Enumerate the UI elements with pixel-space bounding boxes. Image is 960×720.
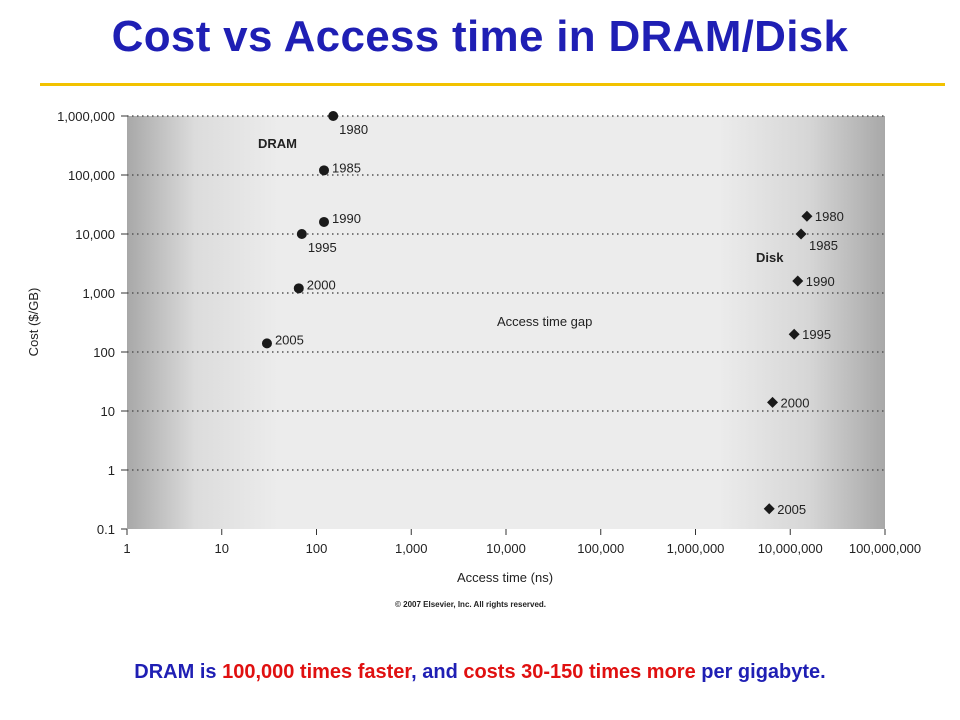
cost-access-chart: 1 10 100 1,000 10,000 100,000 1,000,000 10,000,…	[26, 109, 921, 609]
y-tick-label: 10	[101, 404, 115, 419]
y-tick-label: 1	[108, 463, 115, 478]
caption-part-2: 100,000 times faster	[222, 661, 412, 683]
dram-year-label: 2000	[307, 277, 336, 292]
disk-year-label: 1980	[815, 209, 844, 224]
caption: DRAM is 100,000 times faster, and costs …	[0, 661, 960, 684]
dram-point-1980	[328, 111, 339, 121]
x-axis-label: Access time (ns)	[457, 570, 553, 585]
y-tick-label: 100	[93, 345, 115, 360]
dram-year-label: 2005	[275, 332, 304, 347]
disk-year-label: 1985	[809, 238, 838, 253]
title-divider	[40, 83, 945, 86]
y-tick-label: 10,000	[75, 227, 115, 242]
x-tick-label: 1,000	[395, 541, 428, 556]
disk-point-1985	[795, 228, 807, 240]
caption-part-4: costs 30-150 times more	[463, 661, 696, 683]
caption-part-1: DRAM is	[134, 661, 223, 683]
access-time-gap-label: Access time gap	[497, 314, 592, 329]
y-tick-label: 1,000,000	[57, 109, 115, 124]
caption-part-3: , and	[411, 661, 464, 683]
x-tick-label: 1	[123, 541, 130, 556]
slide-title: Cost vs Access time in DRAM/Disk	[111, 12, 849, 61]
disk-series-label: Disk	[756, 250, 784, 265]
disk-point-1990	[792, 275, 804, 287]
caption-part-5: per gigabyte.	[695, 661, 826, 683]
disk-point-1980	[801, 210, 813, 222]
y-tick-label: 1,000	[82, 286, 115, 301]
x-tick-label: 10,000	[486, 541, 526, 556]
disk-point-2005	[763, 503, 775, 515]
x-tick-label: 100,000,000	[849, 541, 921, 556]
dram-year-label: 1980	[339, 122, 368, 137]
y-tick-label: 100,000	[68, 168, 115, 183]
y-tick-label: 0.1	[97, 522, 115, 537]
dram-point-1995	[296, 229, 307, 239]
dram-point-1990	[319, 216, 330, 227]
dram-series-label: DRAM	[258, 136, 297, 151]
copyright-notice: © 2007 Elsevier, Inc. All rights reserve…	[395, 600, 546, 609]
x-tick-label: 10	[215, 541, 229, 556]
x-tick-label: 1,000,000	[667, 541, 725, 556]
y-axis-label: Cost ($/GB)	[26, 288, 41, 357]
dram-year-label: 1990	[332, 211, 361, 226]
disk-year-label: 2005	[777, 502, 806, 517]
dram-point-2005	[261, 338, 272, 349]
plot-area	[127, 116, 885, 529]
x-tick-label: 10,000,000	[758, 541, 823, 556]
disk-point-1995	[788, 328, 800, 340]
x-tick-label: 100,000	[577, 541, 624, 556]
disk-point-2000	[767, 396, 779, 408]
disk-year-label: 2000	[781, 395, 810, 410]
dram-point-1985	[319, 165, 330, 176]
disk-year-label: 1995	[802, 327, 831, 342]
x-tick-label: 100	[306, 541, 328, 556]
disk-year-label: 1990	[806, 274, 835, 289]
dram-point-2000	[293, 283, 304, 294]
dram-year-label: 1985	[332, 160, 361, 175]
dram-year-label: 1995	[308, 240, 337, 255]
